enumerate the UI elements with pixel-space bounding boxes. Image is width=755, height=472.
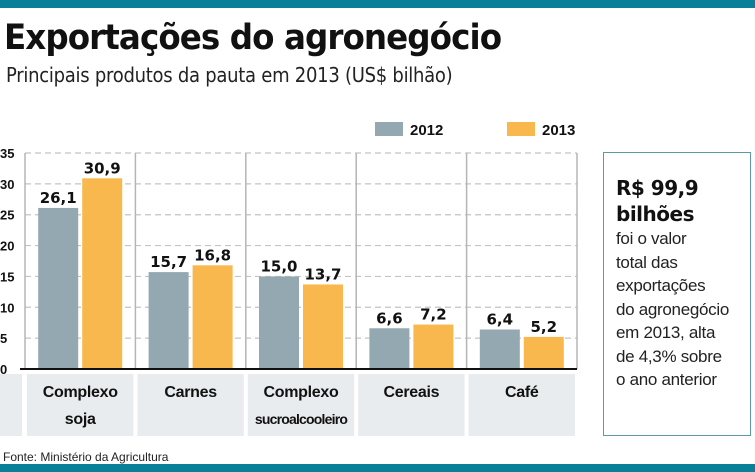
data-label-2012: 26,1	[40, 189, 77, 207]
y-tick-label: 35	[0, 146, 14, 161]
summary-box: R$ 99,9 bilhões foi o valor total das ex…	[603, 152, 751, 436]
bar-2012	[148, 272, 189, 369]
summary-line: total das	[616, 252, 678, 272]
x-tick-label: Café	[505, 384, 539, 401]
category-cell	[137, 374, 244, 436]
bars	[38, 178, 564, 369]
summary-line: de 4,3% sobre	[616, 346, 722, 366]
data-labels: 26,1 15,7 15,0 6,6 6,4 30,9 16,8 13,7 7,2 5,2	[40, 159, 557, 336]
top-accent-bar	[0, 0, 755, 8]
data-label-2012: 6,4	[487, 311, 514, 329]
data-label-2013: 5,2	[531, 318, 558, 336]
chart-subtitle: Principais produtos da pauta em 2013 (US…	[6, 63, 453, 87]
legend-label: 2012	[410, 122, 443, 139]
data-label-2013: 7,2	[420, 306, 447, 324]
bar-2012	[369, 328, 410, 369]
source-note: Fonte: Ministério da Agricultura	[3, 450, 169, 464]
y-axis-ticks: 0 5 10 15 20 25 30 35	[0, 146, 14, 377]
y-tick-label: 20	[0, 239, 14, 254]
x-tick-label: Cereais	[384, 384, 440, 401]
summary-line: em 2013, alta	[616, 323, 716, 342]
data-label-2012: 15,0	[260, 257, 297, 275]
category-cell	[358, 374, 465, 436]
bar-chart: 2012 2013 0 5 10 15 20 25 30 35 26,1 15,7 15,0 6,6 6…	[0, 122, 578, 436]
bar-2013	[523, 336, 564, 369]
bar-2013	[413, 324, 454, 369]
x-tick-label: sucroalcooleiro	[255, 411, 348, 427]
category-cell	[0, 374, 22, 436]
y-tick-label: 10	[0, 300, 14, 315]
bar-2012	[259, 276, 299, 369]
data-label-2012: 15,7	[150, 253, 187, 271]
legend-label: 2013	[542, 122, 575, 139]
data-label-2013: 30,9	[84, 159, 121, 177]
summary-line: foi o valor	[616, 229, 687, 248]
category-label-row	[0, 374, 575, 436]
data-label-2013: 16,8	[194, 246, 231, 264]
bar-2012	[479, 329, 520, 369]
category-cell	[247, 374, 355, 436]
summary-unit: bilhões	[616, 202, 694, 226]
summary-line: exportações	[616, 276, 706, 295]
summary-line: o ano anterior	[616, 370, 717, 389]
x-tick-label: soja	[65, 411, 96, 428]
category-cell	[27, 374, 134, 436]
chart-title: Exportações do agronegócio	[4, 18, 502, 58]
data-label-2013: 13,7	[304, 265, 341, 283]
legend-swatch-2012	[375, 122, 403, 136]
x-tick-label: Carnes	[164, 384, 217, 401]
x-tick-label: Complexo	[264, 384, 339, 401]
y-tick-label: 25	[0, 208, 14, 223]
summary-value: R$ 99,9	[616, 176, 699, 200]
bar-2013	[303, 284, 343, 369]
bar-2012	[38, 207, 79, 369]
bar-2013	[192, 265, 233, 369]
group-dividers	[24, 153, 578, 369]
bar-2013	[82, 178, 123, 369]
data-label-2012: 6,6	[376, 309, 403, 327]
category-cell	[468, 374, 575, 436]
legend-swatch-2013	[507, 122, 535, 136]
y-tick-label: 5	[0, 331, 7, 346]
bottom-accent-bar	[0, 464, 755, 472]
x-axis-labels: Complexo soja Carnes Complexo sucroalcooleir…	[43, 384, 540, 428]
legend: 2012 2013	[375, 122, 575, 139]
summary-line: do agronegócio	[616, 299, 730, 319]
x-tick-label: Complexo	[43, 384, 118, 401]
y-tick-label: 0	[0, 362, 7, 377]
y-tick-label: 30	[0, 177, 14, 192]
y-tick-label: 15	[0, 269, 14, 284]
